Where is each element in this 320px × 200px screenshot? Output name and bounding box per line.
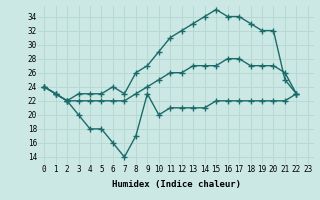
X-axis label: Humidex (Indice chaleur): Humidex (Indice chaleur): [111, 180, 241, 189]
